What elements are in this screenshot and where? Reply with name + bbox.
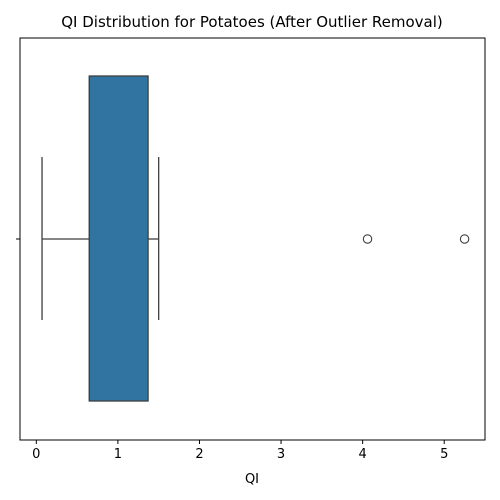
x-tick-label: 3 <box>277 447 285 462</box>
outlier-point <box>459 234 470 244</box>
x-axis-ticks: 0 1 2 3 4 5 <box>32 440 448 462</box>
x-tick-label: 4 <box>358 447 366 462</box>
chart-title: QI Distribution for Potatoes (After Outl… <box>61 13 443 31</box>
x-tick-label: 1 <box>114 447 122 462</box>
iqr-box <box>88 75 149 402</box>
x-tick-label: 2 <box>195 447 203 462</box>
x-tick-label: 0 <box>32 447 40 462</box>
outlier-point <box>362 234 373 244</box>
plot-area <box>16 37 486 441</box>
x-tick-label: 5 <box>440 447 448 462</box>
x-axis-label: QI <box>245 472 259 487</box>
